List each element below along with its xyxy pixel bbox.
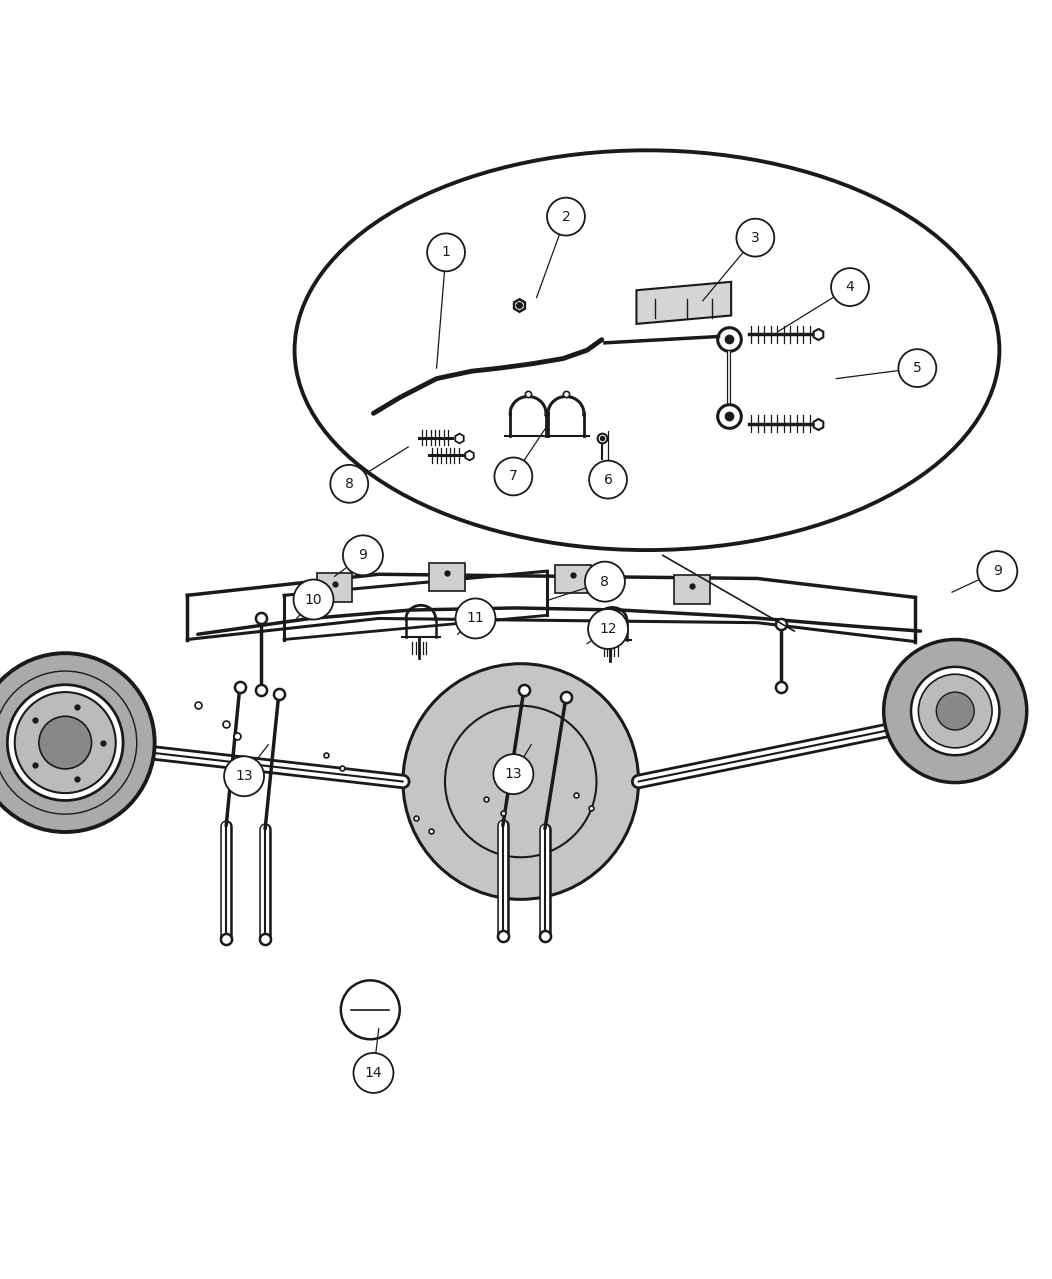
Text: 13: 13 xyxy=(505,767,522,781)
Circle shape xyxy=(7,684,123,801)
Circle shape xyxy=(736,219,774,257)
Circle shape xyxy=(353,1053,393,1094)
Circle shape xyxy=(39,716,92,769)
FancyBboxPatch shape xyxy=(674,576,710,604)
Text: 9: 9 xyxy=(359,549,367,563)
Circle shape xyxy=(427,234,465,271)
Text: 3: 3 xyxy=(751,230,760,244)
Circle shape xyxy=(898,349,936,388)
FancyBboxPatch shape xyxy=(555,565,591,593)
Text: 10: 10 xyxy=(305,592,322,606)
Circle shape xyxy=(0,654,155,833)
FancyBboxPatch shape xyxy=(317,573,352,601)
Text: 9: 9 xyxy=(993,564,1002,578)
Circle shape xyxy=(918,674,992,748)
Circle shape xyxy=(456,599,495,638)
Text: 7: 7 xyxy=(509,469,518,483)
Text: 2: 2 xyxy=(562,210,570,224)
Circle shape xyxy=(589,460,627,499)
Text: 8: 8 xyxy=(601,574,609,588)
Circle shape xyxy=(585,561,625,601)
Circle shape xyxy=(977,551,1017,591)
Text: 4: 4 xyxy=(846,280,854,294)
Polygon shape xyxy=(636,281,731,324)
Circle shape xyxy=(403,664,639,899)
Text: 13: 13 xyxy=(236,769,252,783)
Circle shape xyxy=(884,640,1027,783)
Ellipse shape xyxy=(295,151,999,550)
Text: 11: 11 xyxy=(467,611,484,625)
FancyBboxPatch shape xyxy=(429,563,465,591)
Circle shape xyxy=(15,692,116,793)
Circle shape xyxy=(911,666,999,755)
Circle shape xyxy=(330,464,368,503)
Circle shape xyxy=(343,536,383,576)
Circle shape xyxy=(936,692,974,730)
Circle shape xyxy=(588,609,628,648)
Circle shape xyxy=(547,198,585,235)
Circle shape xyxy=(294,579,333,619)
Circle shape xyxy=(831,269,869,306)
Text: 8: 8 xyxy=(345,477,353,491)
Text: 12: 12 xyxy=(600,622,616,636)
Text: 1: 1 xyxy=(442,246,450,260)
Text: 6: 6 xyxy=(604,473,612,486)
Circle shape xyxy=(224,756,264,797)
Text: 5: 5 xyxy=(913,361,922,375)
Circle shape xyxy=(494,458,532,495)
Circle shape xyxy=(493,755,533,794)
Text: 14: 14 xyxy=(365,1065,382,1079)
Circle shape xyxy=(341,980,400,1040)
